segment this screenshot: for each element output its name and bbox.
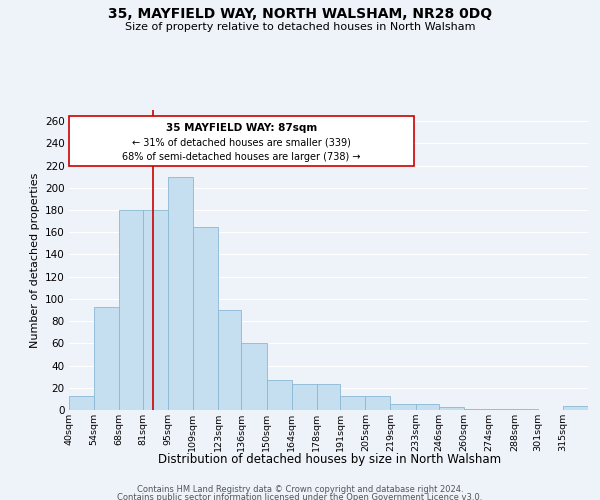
Bar — [292, 384, 317, 410]
Bar — [340, 396, 365, 410]
Bar — [416, 404, 439, 410]
Text: Contains public sector information licensed under the Open Government Licence v3: Contains public sector information licen… — [118, 494, 482, 500]
Bar — [489, 409, 514, 410]
Bar — [464, 409, 489, 410]
Bar — [391, 404, 416, 410]
Text: 68% of semi-detached houses are larger (738) →: 68% of semi-detached houses are larger (… — [122, 152, 361, 162]
Bar — [69, 396, 94, 410]
Text: 35 MAYFIELD WAY: 87sqm: 35 MAYFIELD WAY: 87sqm — [166, 124, 317, 134]
FancyBboxPatch shape — [69, 116, 414, 166]
Bar — [266, 380, 292, 410]
Bar — [94, 306, 119, 410]
Bar — [514, 409, 538, 410]
Text: 35, MAYFIELD WAY, NORTH WALSHAM, NR28 0DQ: 35, MAYFIELD WAY, NORTH WALSHAM, NR28 0D… — [108, 8, 492, 22]
Text: ← 31% of detached houses are smaller (339): ← 31% of detached houses are smaller (33… — [132, 138, 351, 148]
Bar — [168, 176, 193, 410]
Bar — [563, 406, 588, 410]
Text: Size of property relative to detached houses in North Walsham: Size of property relative to detached ho… — [125, 22, 475, 32]
Text: Distribution of detached houses by size in North Walsham: Distribution of detached houses by size … — [158, 452, 502, 466]
Bar — [193, 226, 218, 410]
Bar — [365, 396, 391, 410]
Bar — [241, 344, 266, 410]
Bar — [439, 406, 464, 410]
Y-axis label: Number of detached properties: Number of detached properties — [29, 172, 40, 348]
Bar — [317, 384, 340, 410]
Bar — [119, 210, 143, 410]
Text: Contains HM Land Registry data © Crown copyright and database right 2024.: Contains HM Land Registry data © Crown c… — [137, 485, 463, 494]
Bar — [218, 310, 241, 410]
Bar — [143, 210, 168, 410]
